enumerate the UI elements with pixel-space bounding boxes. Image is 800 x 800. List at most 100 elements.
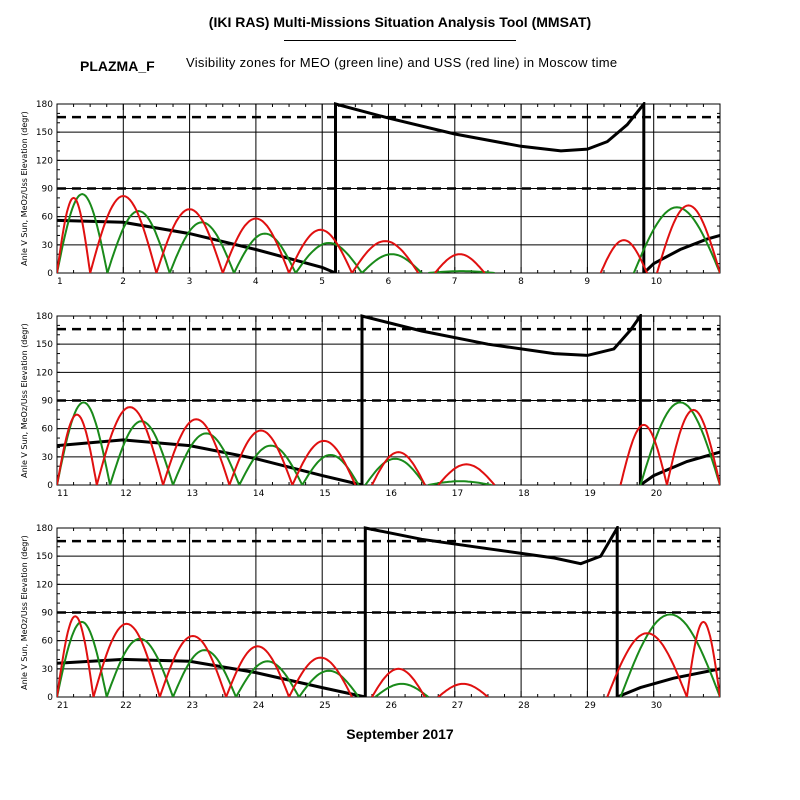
meo-elevation-arch (294, 241, 363, 273)
chart-panel-3: 21 22 23 24 25 26 27 28 29 30 0 30 60 90 120 150 180 Anle… (20, 524, 721, 711)
uss-elevation-arch (57, 413, 98, 485)
meo-elevation-arch (106, 209, 171, 273)
y-tick-label: 30 (42, 453, 54, 463)
uss-elevation-arch (685, 620, 720, 697)
page-title: (IKI RAS) Multi-Missions Situation Analy… (208, 14, 592, 30)
title-underline (284, 40, 516, 41)
x-tick-label: 30 (651, 701, 663, 711)
uss-elevation-arch (606, 632, 688, 697)
y-tick-label: 60 (42, 637, 54, 647)
x-tick-label: 28 (518, 701, 530, 711)
x-tick-label: 12 (120, 489, 131, 499)
series-group (57, 526, 720, 697)
y-tick-label: 30 (42, 665, 54, 675)
y-tick-label: 60 (42, 425, 54, 435)
uss-elevation-arch (57, 196, 92, 273)
uss-elevation-arch (155, 208, 224, 273)
y-tick-label: 90 (42, 609, 54, 619)
meo-elevation-arch (639, 401, 720, 485)
chart-panel-1: 1 2 3 4 5 6 7 8 9 10 0 30 60 90 120 150 180 Anle V Sun, M… (20, 100, 721, 287)
uss-elevation-arch (599, 239, 649, 273)
y-tick-label: 120 (36, 368, 53, 378)
x-tick-label: 14 (253, 489, 265, 499)
uss-elevation-arch (437, 463, 496, 485)
uss-elevation-arch (57, 615, 95, 697)
x-tick-label: 21 (57, 701, 68, 711)
y-tick-label: 180 (36, 524, 53, 534)
y-tick-label: 0 (47, 481, 53, 491)
x-tick-label: 4 (253, 277, 259, 287)
y-tick-label: 30 (42, 241, 54, 251)
x-tick-label: 10 (651, 277, 663, 287)
x-tick-label: 29 (584, 701, 596, 711)
x-tick-label: 19 (584, 489, 596, 499)
x-tick-label: 22 (120, 701, 131, 711)
y-tick-label: 0 (47, 269, 53, 279)
y-axis-label: Anle V Sun, MeOz/Uss Elevation (degr) (20, 111, 29, 266)
meo-elevation-arch (619, 613, 720, 697)
uss-elevation-arch (619, 423, 668, 485)
uss-elevation-arch (89, 194, 158, 273)
uss-elevation-arch (437, 682, 489, 697)
meo-elevation-arch (298, 669, 360, 697)
series-group (57, 102, 720, 273)
uss-elevation-arch (371, 667, 426, 697)
x-tick-label: 8 (518, 277, 524, 287)
uss-elevation-arch (92, 622, 161, 697)
x-tick-label: 13 (187, 489, 198, 499)
sun-angle-line (57, 314, 720, 485)
uss-elevation-arch (666, 408, 720, 485)
y-tick-label: 0 (47, 693, 53, 703)
meo-elevation-arch (301, 453, 360, 485)
sun-angle-line (57, 102, 720, 273)
uss-elevation-arch (288, 656, 353, 697)
uss-elevation-arch (158, 634, 228, 697)
uss-elevation-arch (288, 228, 353, 273)
x-tick-label: 2 (120, 277, 126, 287)
x-tick-label: 24 (253, 701, 265, 711)
y-tick-label: 90 (42, 397, 54, 407)
y-tick-label: 60 (42, 213, 54, 223)
meo-elevation-arch (238, 444, 304, 485)
x-tick-label: 20 (651, 489, 663, 499)
mission-name: PLAZMA_F (80, 58, 155, 74)
y-axis-label: Anle V Sun, MeOz/Uss Elevation (degr) (20, 535, 29, 690)
x-tick-label: 7 (452, 277, 458, 287)
x-tick-label: 11 (57, 489, 68, 499)
meo-elevation-arch (374, 682, 429, 697)
meo-elevation-arch (235, 660, 300, 697)
x-axis-label: September 2017 (346, 726, 454, 742)
meo-elevation-arch (57, 620, 108, 697)
chart-subtitle: Visibility zones for MEO (green line) an… (186, 55, 618, 70)
y-tick-label: 120 (36, 580, 53, 590)
x-tick-label: 9 (584, 277, 590, 287)
x-tick-label: 1 (57, 277, 63, 287)
meo-elevation-arch (172, 432, 241, 485)
uss-elevation-arch (162, 418, 231, 485)
chart-panel-2: 11 12 13 14 15 16 17 18 19 20 0 30 60 90 120 150 180 Anle… (20, 312, 721, 499)
uss-elevation-arch (95, 406, 165, 485)
y-tick-label: 150 (36, 552, 53, 562)
uss-elevation-arch (225, 645, 290, 697)
x-tick-label: 18 (518, 489, 530, 499)
x-tick-label: 27 (452, 701, 463, 711)
x-tick-label: 5 (319, 277, 325, 287)
uss-elevation-arch (656, 204, 720, 273)
uss-elevation-arch (371, 451, 426, 485)
series-group (57, 314, 720, 485)
y-tick-label: 150 (36, 340, 53, 350)
x-tick-label: 15 (319, 489, 330, 499)
meo-elevation-arch (172, 649, 237, 697)
uss-elevation-arch (221, 217, 290, 273)
x-tick-label: 25 (319, 701, 330, 711)
y-tick-label: 150 (36, 128, 53, 138)
y-tick-label: 120 (36, 156, 53, 166)
meo-elevation-arch (57, 193, 109, 273)
meo-elevation-arch (168, 221, 235, 273)
x-tick-label: 17 (452, 489, 463, 499)
y-axis-label: Anle V Sun, MeOz/Uss Elevation (degr) (20, 323, 29, 478)
uss-elevation-arch (291, 439, 357, 485)
meo-elevation-arch (109, 420, 174, 485)
x-tick-label: 23 (187, 701, 198, 711)
